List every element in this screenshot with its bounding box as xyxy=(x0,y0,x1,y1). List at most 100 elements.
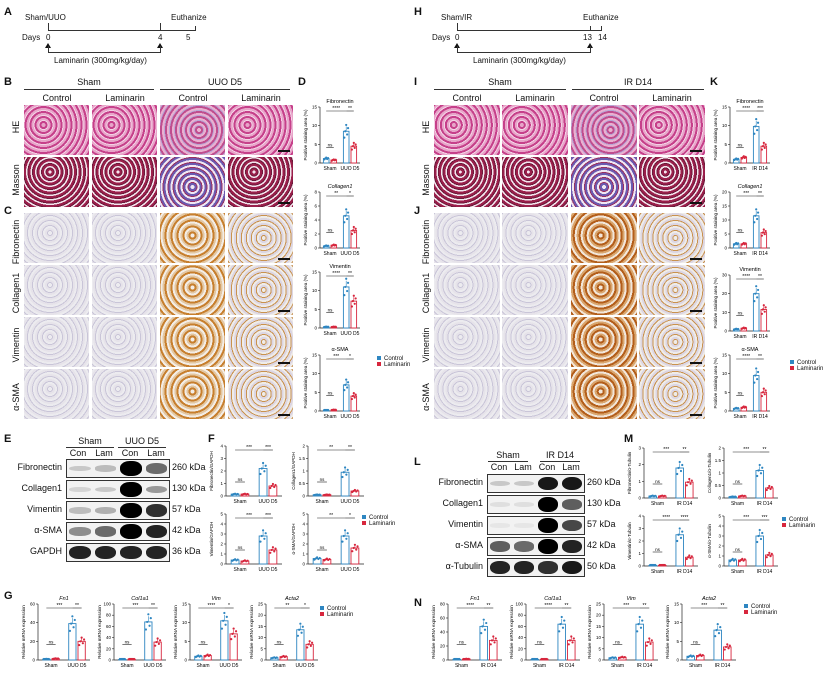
svg-text:ns: ns xyxy=(328,142,334,147)
svg-text:3: 3 xyxy=(302,532,305,537)
legend-label-control: Control xyxy=(327,606,347,612)
svg-text:2: 2 xyxy=(220,469,223,474)
svg-text:5: 5 xyxy=(724,390,727,395)
column-label: Control xyxy=(589,93,619,103)
svg-text:4: 4 xyxy=(638,514,641,519)
svg-text:Sham: Sham xyxy=(731,501,744,507)
bar-chart: Fn1 Relative mRNA expression 0 20 40 60 80 Sham… xyxy=(430,592,506,670)
svg-text:*: * xyxy=(304,603,306,609)
svg-text:15: 15 xyxy=(258,624,264,629)
blot-protein-label: α-Tubulin xyxy=(445,560,483,571)
svg-text:3: 3 xyxy=(718,534,721,539)
ihc-image xyxy=(92,265,157,315)
blot-band xyxy=(514,541,534,552)
legend: Control Laminarin xyxy=(744,604,777,616)
svg-text:ns: ns xyxy=(655,547,661,552)
svg-text:Sham: Sham xyxy=(533,663,546,669)
svg-text:Fibronectin: Fibronectin xyxy=(736,99,763,105)
histology-image xyxy=(160,157,225,207)
ihc-image xyxy=(502,265,568,315)
ihc-image xyxy=(24,369,89,419)
svg-text:1: 1 xyxy=(718,471,721,476)
blot-band xyxy=(94,526,116,537)
svg-text:**: ** xyxy=(334,191,338,197)
svg-text:Positive staining area (%): Positive staining area (%) xyxy=(713,194,718,246)
blot-protein-label: Fibronectin xyxy=(438,476,483,487)
svg-text:2: 2 xyxy=(302,542,305,547)
svg-text:0: 0 xyxy=(314,326,317,331)
svg-text:6: 6 xyxy=(314,204,317,209)
ihc-image xyxy=(639,369,705,419)
ihc-image xyxy=(571,213,637,263)
blot-band xyxy=(490,480,510,487)
blot-kda-label: 260 kDa xyxy=(172,461,206,472)
svg-text:5: 5 xyxy=(184,639,187,644)
panel-label-c: C xyxy=(4,205,12,217)
ihc-image xyxy=(639,317,705,367)
svg-text:4: 4 xyxy=(302,522,305,527)
legend: Control Laminarin xyxy=(377,356,410,368)
lane-label: Con xyxy=(69,448,87,458)
svg-text:UUO D5: UUO D5 xyxy=(259,499,278,505)
svg-text:**: ** xyxy=(329,513,333,519)
timeline-start-label: Sham/UUO xyxy=(25,13,66,22)
row-label: Vimentin xyxy=(421,327,431,363)
svg-text:ns: ns xyxy=(735,547,741,552)
panel-label-b: B xyxy=(4,76,12,88)
svg-text:ns: ns xyxy=(459,639,465,644)
svg-text:***: *** xyxy=(757,106,763,112)
blot-band xyxy=(94,486,116,493)
blot-protein-label: Collagen1 xyxy=(21,482,62,493)
svg-text:0: 0 xyxy=(220,494,223,499)
svg-text:Collagen1/GAPDH: Collagen1/GAPDH xyxy=(291,452,296,490)
svg-text:15: 15 xyxy=(722,353,728,358)
svg-text:IR D14: IR D14 xyxy=(715,663,731,669)
svg-text:0: 0 xyxy=(302,562,305,567)
svg-text:***: *** xyxy=(743,191,749,197)
svg-text:IR D14: IR D14 xyxy=(677,501,693,507)
svg-text:Vim: Vim xyxy=(211,596,221,602)
histology-image xyxy=(571,157,637,207)
blot-band xyxy=(120,524,142,539)
svg-text:5: 5 xyxy=(598,646,601,651)
legend-label-laminarin: Laminarin xyxy=(797,366,824,372)
svg-text:***: *** xyxy=(265,445,271,451)
group-label: Sham xyxy=(78,436,102,446)
blot-strip xyxy=(66,501,170,520)
blot-band xyxy=(538,497,558,512)
blot-band xyxy=(490,560,510,575)
panel-label-h: H xyxy=(414,6,422,18)
svg-text:10: 10 xyxy=(722,371,728,376)
blot-band xyxy=(120,461,142,476)
svg-text:UUO D5: UUO D5 xyxy=(341,567,360,573)
blot-band xyxy=(69,465,91,472)
svg-text:ns: ns xyxy=(201,639,207,644)
legend-swatch-control xyxy=(362,515,366,520)
blot-band xyxy=(538,518,558,533)
svg-text:Relative mRNA expression: Relative mRNA expression xyxy=(97,605,102,659)
histology-image xyxy=(24,157,89,207)
bar-chart: α-SMA/GAPDH 0 1 2 3 4 5 Sham UUO D5 ** * ns xyxy=(290,508,368,574)
legend: Control Laminarin xyxy=(362,515,395,527)
svg-text:2: 2 xyxy=(638,539,641,544)
histology-image xyxy=(639,105,705,155)
svg-text:Vimentin/GAPDH: Vimentin/GAPDH xyxy=(209,522,214,557)
svg-text:4: 4 xyxy=(718,524,721,529)
column-label: Laminarin xyxy=(652,93,692,103)
svg-text:5: 5 xyxy=(676,639,679,644)
svg-text:2: 2 xyxy=(220,542,223,547)
svg-text:ns: ns xyxy=(328,390,334,395)
svg-text:***: *** xyxy=(246,445,252,451)
svg-text:15: 15 xyxy=(312,270,318,275)
blot-protein-label: Collagen1 xyxy=(442,497,483,508)
bar-chart: Vimentin/α-Tubulin 0 1 2 3 4 Sham IR D14 **** ***… xyxy=(626,510,702,576)
blot-strip xyxy=(66,480,170,499)
svg-text:UUO D5: UUO D5 xyxy=(259,567,278,573)
blot-band xyxy=(145,524,167,539)
blot-band xyxy=(94,545,116,560)
bar-chart: Collagen1/GAPDH 0 0.5 1 1.5 2 Sham UUO D5 ** ** ns xyxy=(290,440,368,506)
legend-label-laminarin: Laminarin xyxy=(369,521,396,527)
svg-text:20: 20 xyxy=(596,613,602,618)
legend-swatch-control xyxy=(744,604,748,609)
svg-text:**: ** xyxy=(348,271,352,277)
